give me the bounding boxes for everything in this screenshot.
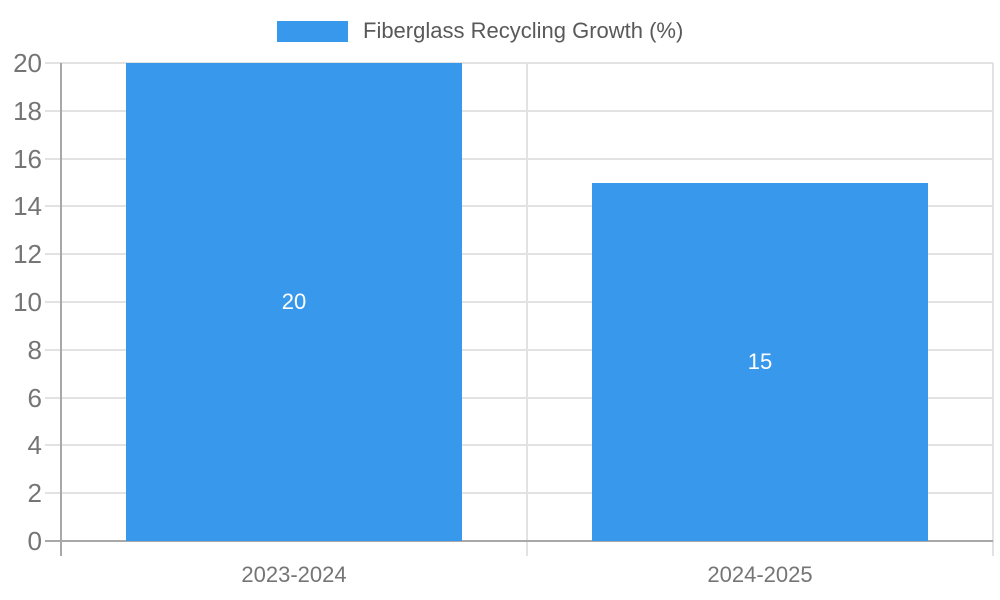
x-axis-tick-label: 2023-2024 (241, 562, 347, 587)
bar-value-label: 15 (747, 348, 773, 374)
bar[interactable] (126, 63, 462, 541)
y-axis-tick-label: 16 (13, 143, 42, 174)
y-axis-tick-label: 12 (13, 239, 42, 270)
gridline-horizontal (45, 492, 993, 495)
gridline-horizontal (45, 109, 993, 112)
y-axis-line (60, 63, 62, 556)
y-axis-tick-label: 10 (13, 287, 42, 317)
y-axis-tick-label: 8 (27, 334, 42, 365)
bar-value-label: 20 (281, 289, 307, 314)
gridline-horizontal (45, 396, 993, 399)
gridline-horizontal (45, 62, 993, 64)
x-axis-tick-label: 2024-2025 (707, 562, 813, 587)
bar[interactable] (592, 182, 928, 541)
y-axis-tick-label: 20 (13, 48, 42, 78)
gridline-horizontal (45, 301, 993, 303)
gridline-horizontal (45, 157, 993, 160)
y-axis-tick-label: 4 (27, 430, 42, 461)
y-axis-tick-label: 18 (13, 95, 42, 126)
gridline-horizontal (45, 348, 993, 351)
y-axis-tick-label: 6 (27, 382, 42, 413)
y-axis-tick-label: 0 (27, 526, 42, 556)
gridline-horizontal (45, 444, 993, 447)
y-axis-tick-label: 14 (13, 191, 42, 222)
y-axis-tick-label: 2 (27, 478, 42, 509)
gridline-horizontal (45, 253, 993, 256)
x-axis-line (45, 540, 993, 542)
gridline-vertical (992, 63, 994, 556)
legend-label: Fiberglass Recycling Growth (%) (363, 18, 684, 43)
legend-swatch-icon (277, 20, 348, 42)
gridline-horizontal (45, 205, 993, 208)
gridline-vertical (526, 63, 528, 556)
legend[interactable]: Fiberglass Recycling Growth (%) (277, 18, 683, 44)
